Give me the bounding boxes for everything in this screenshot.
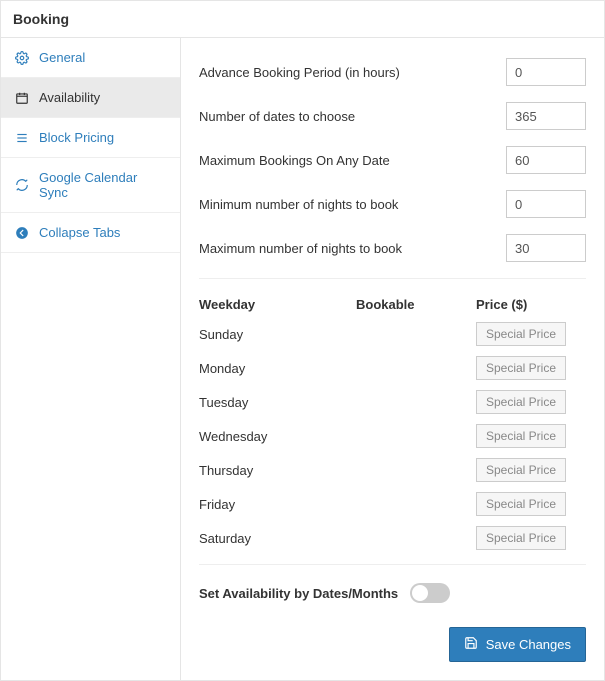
panel-title: Booking [1, 1, 604, 38]
content-area: Advance Booking Period (in hours) Number… [181, 38, 604, 680]
sidebar-item-google-sync[interactable]: Google Calendar Sync [1, 158, 180, 213]
sidebar-item-general[interactable]: General [1, 38, 180, 78]
weekday-row: Thursday Special Price [199, 458, 586, 482]
calendar-icon [15, 91, 29, 105]
weekday-name: Saturday [199, 531, 356, 546]
weekday-name: Wednesday [199, 429, 356, 444]
weekday-row: Tuesday Special Price [199, 390, 586, 414]
sidebar-item-label: Google Calendar Sync [39, 170, 166, 200]
sidebar-item-label: Block Pricing [39, 130, 114, 145]
save-icon [464, 636, 478, 653]
weekday-name: Friday [199, 497, 356, 512]
special-price-button[interactable]: Special Price [476, 424, 566, 448]
weekday-name: Tuesday [199, 395, 356, 410]
divider [199, 564, 586, 565]
setting-label: Minimum number of nights to book [199, 197, 398, 212]
special-price-button[interactable]: Special Price [476, 458, 566, 482]
gear-icon [15, 51, 29, 65]
special-price-button[interactable]: Special Price [476, 356, 566, 380]
sidebar: General Availability Block Pricing Googl… [1, 38, 181, 680]
special-price-button[interactable]: Special Price [476, 390, 566, 414]
sync-icon [15, 178, 29, 192]
special-price-button[interactable]: Special Price [476, 492, 566, 516]
weekday-name: Thursday [199, 463, 356, 478]
collapse-icon [15, 226, 29, 240]
save-button[interactable]: Save Changes [449, 627, 586, 662]
weekday-name: Sunday [199, 327, 356, 342]
price-header: Price ($) [476, 297, 586, 312]
sidebar-item-collapse[interactable]: Collapse Tabs [1, 213, 180, 253]
advance-booking-input[interactable] [506, 58, 586, 86]
special-price-button[interactable]: Special Price [476, 526, 566, 550]
availability-toggle-label: Set Availability by Dates/Months [199, 586, 398, 601]
setting-label: Maximum Bookings On Any Date [199, 153, 390, 168]
list-icon [15, 131, 29, 145]
dates-to-choose-input[interactable] [506, 102, 586, 130]
sidebar-item-label: Collapse Tabs [39, 225, 120, 240]
setting-label: Maximum number of nights to book [199, 241, 402, 256]
sidebar-item-label: Availability [39, 90, 100, 105]
weekday-row: Saturday Special Price [199, 526, 586, 550]
weekday-row: Wednesday Special Price [199, 424, 586, 448]
sidebar-item-block-pricing[interactable]: Block Pricing [1, 118, 180, 158]
setting-label: Advance Booking Period (in hours) [199, 65, 400, 80]
special-price-button[interactable]: Special Price [476, 322, 566, 346]
bookable-header: Bookable [356, 297, 476, 312]
weekday-row: Monday Special Price [199, 356, 586, 380]
weekday-row: Sunday Special Price [199, 322, 586, 346]
weekday-table-header: Weekday Bookable Price ($) [199, 297, 586, 312]
max-nights-input[interactable] [506, 234, 586, 262]
setting-row: Minimum number of nights to book [199, 190, 586, 218]
save-button-label: Save Changes [486, 637, 571, 652]
sidebar-item-availability[interactable]: Availability [1, 78, 180, 118]
setting-row: Maximum number of nights to book [199, 234, 586, 262]
min-nights-input[interactable] [506, 190, 586, 218]
divider [199, 278, 586, 279]
weekday-row: Friday Special Price [199, 492, 586, 516]
max-bookings-input[interactable] [506, 146, 586, 174]
weekday-name: Monday [199, 361, 356, 376]
weekday-header: Weekday [199, 297, 356, 312]
setting-row: Number of dates to choose [199, 102, 586, 130]
availability-toggle[interactable] [410, 583, 450, 603]
setting-row: Advance Booking Period (in hours) [199, 58, 586, 86]
sidebar-item-label: General [39, 50, 85, 65]
setting-row: Maximum Bookings On Any Date [199, 146, 586, 174]
setting-label: Number of dates to choose [199, 109, 355, 124]
